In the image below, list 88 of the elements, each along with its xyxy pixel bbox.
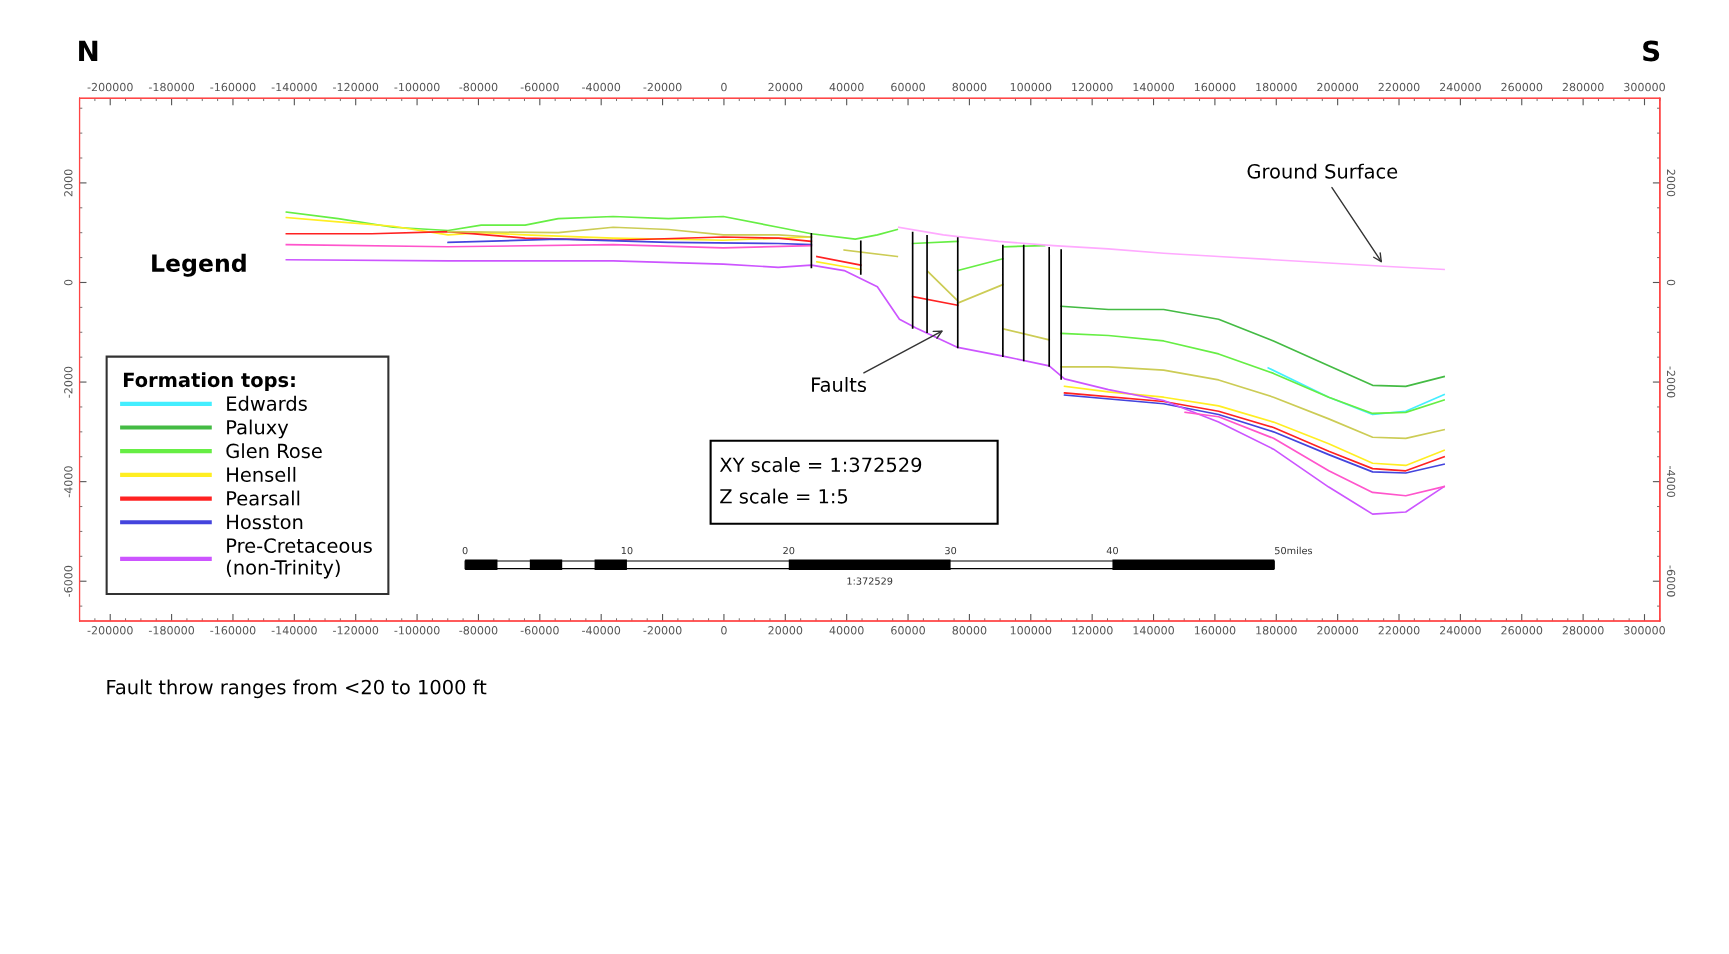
annotation: 20 xyxy=(783,546,795,555)
x2-tick-label: -180000 xyxy=(148,82,195,92)
annotation: 50miles xyxy=(1275,546,1313,555)
x2-tick-label: -140000 xyxy=(271,82,317,92)
x2-tick-label: -20000 xyxy=(643,82,682,92)
x2-tick-label: -100000 xyxy=(394,82,440,92)
x2-tick-label: 160000 xyxy=(1194,82,1236,92)
y-tick-label: 2000 xyxy=(64,169,73,197)
legend-label: Glen Rose xyxy=(226,443,322,459)
x2-tick-label: -60000 xyxy=(520,82,559,92)
legend-label: Pre-Cretaceous (non-Trinity) xyxy=(226,538,372,579)
annotation: 1:372529 xyxy=(847,577,893,585)
x2-tick-label: 300000 xyxy=(1624,82,1665,92)
x2-tick-label: 180000 xyxy=(1256,82,1297,92)
x2-tick-label: 40000 xyxy=(829,82,864,92)
x2-tick-label: 260000 xyxy=(1501,82,1543,92)
annotation: 40 xyxy=(1106,546,1118,555)
x2-tick-label: -120000 xyxy=(333,82,379,92)
x2-tick-label: 80000 xyxy=(952,82,987,92)
x2-tick-label: -40000 xyxy=(582,82,621,92)
x2-tick-label: 220000 xyxy=(1378,82,1420,92)
x2-tick-label: 140000 xyxy=(1133,82,1174,92)
x-tick-label: -120000 xyxy=(333,626,379,635)
legend-title: Formation tops: xyxy=(123,372,295,391)
x-tick-label: 140000 xyxy=(1133,626,1174,635)
x-tick-label: 260000 xyxy=(1501,626,1543,635)
x2-tick-label: 60000 xyxy=(891,82,925,92)
x2-tick-label: 20000 xyxy=(768,82,803,92)
x-tick-label: 40000 xyxy=(829,626,864,635)
x-tick-label: 80000 xyxy=(952,626,987,635)
x-tick-label: 280000 xyxy=(1562,626,1604,635)
x-tick-label: 20000 xyxy=(768,626,803,635)
annotation: 30 xyxy=(945,546,957,555)
y-tick-label: -4000 xyxy=(64,466,73,498)
annotation: 0 xyxy=(462,546,468,555)
annotation: Ground Surface xyxy=(1247,163,1398,179)
annotation: Z scale = 1:5 xyxy=(720,488,848,504)
x-tick-label: -60000 xyxy=(520,626,559,635)
y-tick-label: -6000 xyxy=(64,565,73,597)
x-tick-label: -180000 xyxy=(148,626,195,635)
y-tick-label: 0 xyxy=(64,279,73,286)
x-tick-label: -160000 xyxy=(210,626,256,635)
x-tick-label: -20000 xyxy=(643,626,682,635)
legend-label: Hensell xyxy=(227,466,296,482)
x-tick-label: 300000 xyxy=(1624,626,1665,635)
x-tick-label: -100000 xyxy=(394,626,440,635)
annotation: XY scale = 1:372529 xyxy=(719,457,922,473)
legend-label: Edwards xyxy=(227,395,307,411)
x2-tick-label: -160000 xyxy=(210,82,256,92)
x-tick-label: -80000 xyxy=(459,626,498,635)
y2-tick-label: -6000 xyxy=(1666,565,1676,597)
annotation: Faults xyxy=(812,376,867,393)
x-tick-label: 0 xyxy=(721,626,727,635)
line-series xyxy=(1060,305,1445,388)
x-tick-label: -200000 xyxy=(87,626,133,635)
x2-tick-label: 0 xyxy=(721,82,727,92)
annotation: Legend xyxy=(152,253,246,277)
text: Fault throw ranges from <20 to 1000 ft xyxy=(107,679,487,699)
x2-tick-label: 200000 xyxy=(1317,82,1359,92)
y2-tick-label: -2000 xyxy=(1666,366,1676,398)
x2-tick-label: -80000 xyxy=(459,82,498,92)
y2-tick-label: 2000 xyxy=(1666,169,1676,197)
x-tick-label: 160000 xyxy=(1194,626,1236,635)
x-tick-label: 120000 xyxy=(1072,626,1113,635)
x2-tick-label: 100000 xyxy=(1010,82,1052,92)
y2-tick-label: -4000 xyxy=(1666,466,1676,498)
x2-tick-label: 120000 xyxy=(1072,82,1113,92)
line-series xyxy=(1267,367,1445,416)
x-tick-label: 200000 xyxy=(1317,626,1359,635)
text: N xyxy=(79,40,98,62)
line-series xyxy=(898,226,1445,271)
x-tick-label: 220000 xyxy=(1378,626,1420,635)
annotation: 10 xyxy=(621,546,633,555)
x2-tick-label: -200000 xyxy=(87,82,133,92)
legend-label: Hosston xyxy=(227,514,303,530)
x-tick-label: 180000 xyxy=(1256,626,1297,635)
x-tick-label: -40000 xyxy=(582,626,621,635)
legend-label: Paluxy xyxy=(227,419,289,439)
x-tick-label: -140000 xyxy=(271,626,317,635)
x-tick-label: 60000 xyxy=(891,626,925,635)
x-tick-label: 100000 xyxy=(1010,626,1052,635)
text: S xyxy=(1643,40,1660,62)
y2-tick-label: 0 xyxy=(1666,279,1676,286)
x2-tick-label: 280000 xyxy=(1562,82,1604,92)
x2-tick-label: 240000 xyxy=(1439,82,1481,92)
y-tick-label: -2000 xyxy=(64,366,73,398)
x-tick-label: 240000 xyxy=(1439,626,1481,635)
legend-label: Pearsall xyxy=(227,490,300,506)
